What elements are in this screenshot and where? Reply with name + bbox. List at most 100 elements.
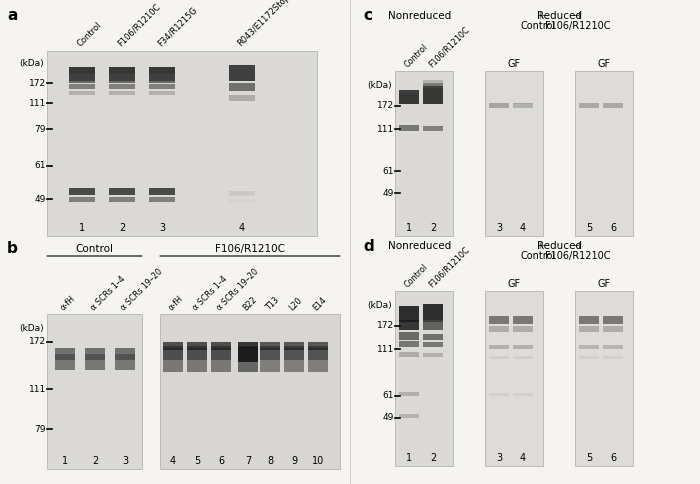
Bar [211,342,231,350]
Text: F106/R1210C: F106/R1210C [545,21,610,31]
Bar [579,316,599,324]
Bar [187,346,207,372]
Bar [395,291,453,466]
Bar [579,345,599,349]
Text: α SCRs 19–20: α SCRs 19–20 [215,267,260,312]
Text: d: d [363,239,374,254]
Text: 172: 172 [377,321,394,331]
Bar [69,91,95,95]
Text: 172: 172 [29,337,46,347]
Bar [513,326,533,332]
Bar [229,65,255,81]
Bar [423,334,443,340]
Bar [55,348,75,354]
Bar [399,392,419,396]
Bar [423,353,443,357]
Text: 172: 172 [377,102,394,110]
Bar [308,348,328,360]
Text: 49: 49 [34,195,46,203]
Bar [69,197,95,202]
Bar [513,103,533,108]
Text: 1: 1 [406,453,412,463]
Bar [423,86,443,104]
Bar [399,90,419,104]
Text: B22: B22 [241,294,259,312]
Bar [229,83,255,91]
Bar [513,104,533,108]
Bar [238,346,258,372]
Text: 79: 79 [34,424,46,434]
Text: 61: 61 [382,392,394,400]
Bar [513,393,533,396]
Text: 2: 2 [430,453,436,463]
Text: 8: 8 [267,456,273,466]
Bar [55,348,75,360]
Bar [308,342,328,350]
Text: 3: 3 [496,453,502,463]
Text: 5: 5 [586,453,592,463]
Text: (kDa): (kDa) [368,301,392,310]
Bar [579,356,599,359]
Text: 4: 4 [170,456,176,466]
Text: 111: 111 [377,345,394,353]
Bar [308,346,328,372]
Text: 61: 61 [382,166,394,176]
Text: 49: 49 [383,188,394,197]
Text: 5: 5 [586,223,592,233]
Bar [489,345,509,349]
Text: F34/R1215G: F34/R1215G [155,5,199,48]
Bar [238,347,258,362]
Text: c: c [363,8,372,23]
Text: F106/R1210C: F106/R1210C [116,2,162,48]
Text: Reduced: Reduced [538,11,582,21]
Bar [115,348,135,370]
Bar [260,346,280,372]
Bar [163,342,183,350]
Bar [187,342,207,350]
Bar [399,332,419,340]
Text: 61: 61 [34,162,46,170]
Text: ⊣: ⊣ [571,241,580,251]
Bar [149,84,175,89]
Bar [163,348,183,360]
Bar [149,74,175,83]
Bar [109,67,135,81]
Text: a: a [7,8,18,23]
Text: Control: Control [402,42,430,69]
Bar [423,342,443,347]
Text: Control: Control [402,262,430,289]
Bar [399,414,419,418]
Bar [187,348,207,360]
Text: Reduced: Reduced [538,241,582,251]
Text: α-fH: α-fH [167,294,185,312]
Bar [85,348,105,370]
Bar [211,348,231,360]
Bar [395,71,453,236]
Text: GF: GF [597,59,610,69]
Text: 1: 1 [62,456,68,466]
Bar [513,316,533,324]
Bar [399,90,419,94]
Bar [109,91,135,95]
Bar [85,348,105,360]
Text: Control: Control [76,20,104,48]
Bar [423,304,443,322]
Bar [575,71,633,236]
Text: 3: 3 [496,223,502,233]
Text: Nonreduced: Nonreduced [389,11,452,21]
Bar [423,83,443,88]
Text: Control: Control [520,21,556,31]
Bar [579,326,599,332]
Bar [399,352,419,357]
Text: Control: Control [76,244,113,254]
Bar [69,188,95,195]
Bar [603,103,623,108]
Bar [575,291,633,466]
Text: 111: 111 [29,384,46,393]
Bar [399,306,419,322]
Bar [47,51,317,236]
Bar [229,199,255,202]
Bar [115,348,135,354]
Text: 9: 9 [291,456,297,466]
Text: 3: 3 [122,456,128,466]
